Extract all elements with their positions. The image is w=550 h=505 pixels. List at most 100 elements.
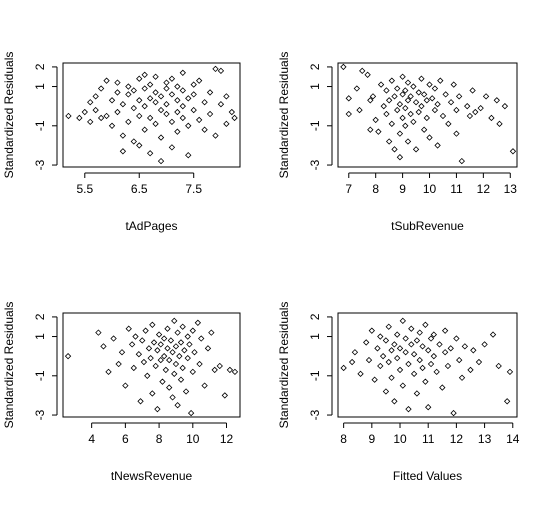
data-point (458, 157, 465, 165)
data-point (377, 333, 384, 340)
x-tick-label: 8 (340, 432, 347, 446)
data-point (368, 327, 375, 334)
x-tick-label: 6 (122, 432, 129, 446)
data-point (114, 79, 121, 86)
data-point (157, 356, 164, 364)
data-point (394, 106, 401, 114)
data-point (114, 89, 121, 96)
data-point (179, 87, 186, 94)
data-point (174, 97, 181, 104)
data-point (160, 353, 168, 360)
data-point (125, 83, 132, 90)
data-point (171, 370, 178, 377)
data-point (425, 404, 432, 411)
x-tick-label: 12 (220, 432, 234, 446)
data-point (103, 77, 110, 84)
data-point (157, 341, 164, 348)
data-point (119, 132, 127, 139)
data-point (164, 325, 171, 332)
data-point (396, 345, 404, 352)
data-point (420, 91, 428, 98)
x-tick-label: 11 (422, 432, 435, 446)
data-point (136, 75, 143, 82)
data-point (410, 351, 418, 358)
data-point (184, 333, 191, 340)
y-tick-label: -1 (308, 370, 322, 381)
x-tick-label: 13 (478, 432, 492, 446)
y-tick-label: -3 (33, 159, 47, 170)
data-point (217, 67, 225, 75)
data-point (367, 126, 374, 133)
data-point (130, 364, 137, 372)
data-point (201, 382, 208, 389)
data-point (130, 138, 137, 145)
data-point (168, 144, 176, 151)
data-point (195, 116, 203, 124)
data-point (187, 409, 195, 417)
data-point (169, 349, 176, 356)
y-tick-label: 1 (308, 333, 322, 340)
data-point (420, 126, 428, 133)
data-point (179, 114, 186, 122)
data-point (410, 118, 417, 126)
data-point (442, 91, 449, 98)
y-axis-title: Standardized Residuals (2, 52, 16, 179)
data-point (226, 366, 234, 374)
data-point (164, 345, 171, 352)
data-point (179, 364, 186, 372)
data-point (422, 321, 429, 328)
data-point (186, 341, 193, 348)
x-tick-label: 10 (186, 432, 200, 446)
data-point (172, 360, 180, 368)
data-point (125, 325, 132, 332)
data-point (136, 112, 143, 120)
data-point (157, 134, 165, 141)
data-point (345, 110, 352, 118)
data-point (231, 368, 239, 376)
data-point (412, 99, 420, 106)
data-point (206, 89, 214, 96)
data-point (391, 341, 398, 348)
data-point (182, 388, 190, 395)
data-point (118, 349, 126, 356)
data-point (402, 335, 409, 342)
data-point (176, 353, 183, 360)
data-point (159, 378, 166, 385)
data-point (231, 114, 238, 122)
data-point (340, 63, 347, 71)
data-point (179, 323, 186, 330)
data-point (374, 345, 381, 352)
data-point (477, 104, 484, 112)
data-point (103, 112, 110, 120)
x-tick-label: 4 (88, 432, 95, 446)
x-tick-label: 8 (156, 432, 163, 446)
data-point (407, 93, 414, 100)
data-point (174, 108, 181, 116)
data-point (439, 384, 446, 391)
data-point (396, 366, 404, 374)
data-point (353, 85, 361, 92)
data-point (359, 67, 366, 75)
x-axis-title: tAdPages (125, 219, 177, 233)
data-point (419, 364, 426, 372)
data-point (185, 122, 192, 129)
data-point (167, 337, 175, 344)
data-point (87, 99, 94, 106)
data-point (141, 71, 148, 78)
data-point (410, 370, 418, 377)
data-point (489, 331, 497, 338)
data-point (194, 319, 202, 326)
data-point (375, 128, 382, 135)
data-point (190, 91, 197, 98)
data-point (422, 378, 429, 385)
data-point (458, 374, 466, 381)
data-point (125, 91, 132, 98)
data-point (444, 362, 452, 370)
x-tick-label: 7 (345, 182, 352, 196)
plot-frame (62, 62, 241, 168)
data-point (114, 108, 121, 116)
data-point (152, 73, 159, 80)
data-point (418, 103, 425, 110)
data-point (87, 118, 94, 126)
data-point (108, 97, 116, 104)
